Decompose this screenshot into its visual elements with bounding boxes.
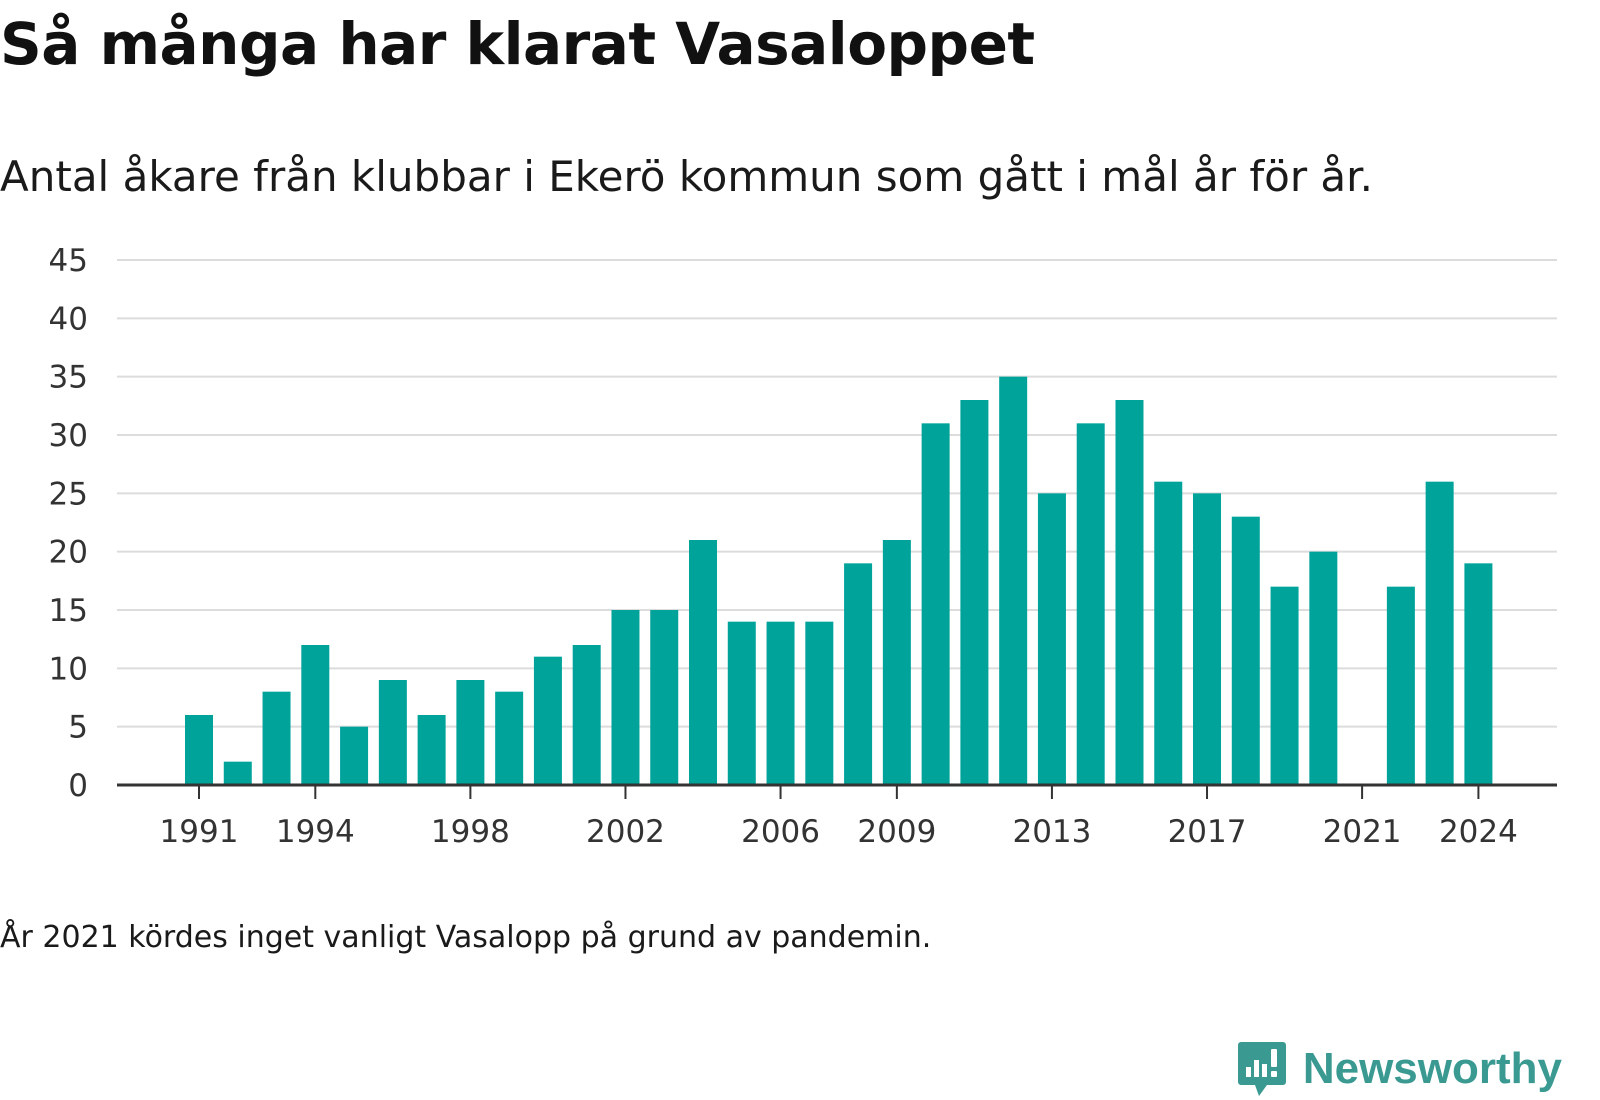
- bar-1994: [301, 645, 330, 785]
- bar-2015: [1115, 400, 1144, 785]
- y-tick-label: 10: [49, 651, 88, 687]
- bar-2018: [1231, 516, 1260, 785]
- bar-1997: [417, 715, 446, 785]
- y-tick-label: 25: [49, 476, 88, 512]
- y-tick-label: 20: [49, 535, 88, 571]
- x-tick-label: 2017: [1168, 814, 1247, 850]
- x-tick-label: 2021: [1323, 814, 1402, 850]
- bar-2013: [1037, 493, 1066, 785]
- bar-2006: [766, 621, 795, 785]
- bars: [185, 376, 1493, 785]
- bar-2010: [921, 423, 950, 785]
- x-tick-label: 1998: [431, 814, 510, 850]
- x-tick-label: 2024: [1439, 814, 1518, 850]
- bar-2023: [1425, 481, 1454, 785]
- x-tick-label: 2009: [857, 814, 936, 850]
- brand-name: Newsworthy: [1302, 1044, 1562, 1093]
- y-tick-label: 15: [49, 593, 88, 629]
- x-tick-label: 2002: [586, 814, 665, 850]
- bar-1995: [340, 726, 369, 785]
- bar-1996: [378, 680, 407, 785]
- newsworthy-logo-icon: [1237, 1042, 1286, 1096]
- bar-2003: [650, 610, 679, 785]
- bar-2022: [1386, 586, 1415, 785]
- bar-2002: [611, 610, 640, 785]
- bar-2019: [1270, 586, 1299, 785]
- chart-subtitle: Antal åkare från klubbar i Ekerö kommun …: [0, 152, 1373, 201]
- bar-2009: [882, 540, 911, 785]
- bar-1991: [185, 715, 213, 785]
- bar-1998: [456, 680, 485, 785]
- bar-2012: [999, 376, 1028, 785]
- bar-2000: [533, 656, 562, 785]
- x-tick-label: 1994: [276, 814, 355, 850]
- axes: 0 5 10 15 20 25 30 35 40 45 1991 1994 1998 2002 2006 20…: [49, 243, 1557, 850]
- bar-2016: [1154, 481, 1183, 785]
- y-tick-label: 30: [49, 418, 88, 454]
- bar-2007: [805, 621, 834, 785]
- chart-title: Så många har klarat Vasaloppet: [0, 10, 1035, 78]
- newsworthy-brand: Newsworthy: [1237, 1040, 1562, 1098]
- bar-2014: [1076, 423, 1105, 785]
- bar-1999: [495, 691, 524, 785]
- y-tick-label: 35: [49, 360, 88, 396]
- y-tick-label: 5: [68, 710, 88, 746]
- bar-1993: [262, 691, 291, 785]
- bar-2011: [960, 400, 989, 785]
- bar-chart: 0 5 10 15 20 25 30 35 40 45 1991 1994 1998 2002 2006 20…: [49, 243, 1557, 850]
- bar-1992: [223, 761, 252, 785]
- y-tick-label: 0: [68, 768, 88, 804]
- bar-2005: [727, 621, 756, 785]
- gridlines: [117, 259, 1557, 728]
- x-tick-label: 1991: [160, 814, 239, 850]
- bar-2004: [689, 540, 718, 785]
- bar-2001: [572, 645, 601, 785]
- x-tick-label: 2013: [1012, 814, 1091, 850]
- bar-2017: [1193, 493, 1222, 785]
- bar-2008: [844, 563, 873, 785]
- bar-2020: [1309, 551, 1338, 785]
- bar-2024: [1464, 563, 1493, 785]
- footnote: År 2021 kördes inget vanligt Vasalopp på…: [0, 920, 932, 955]
- x-tick-label: 2006: [741, 814, 820, 850]
- y-tick-label: 45: [49, 243, 88, 279]
- y-tick-label: 40: [49, 301, 88, 337]
